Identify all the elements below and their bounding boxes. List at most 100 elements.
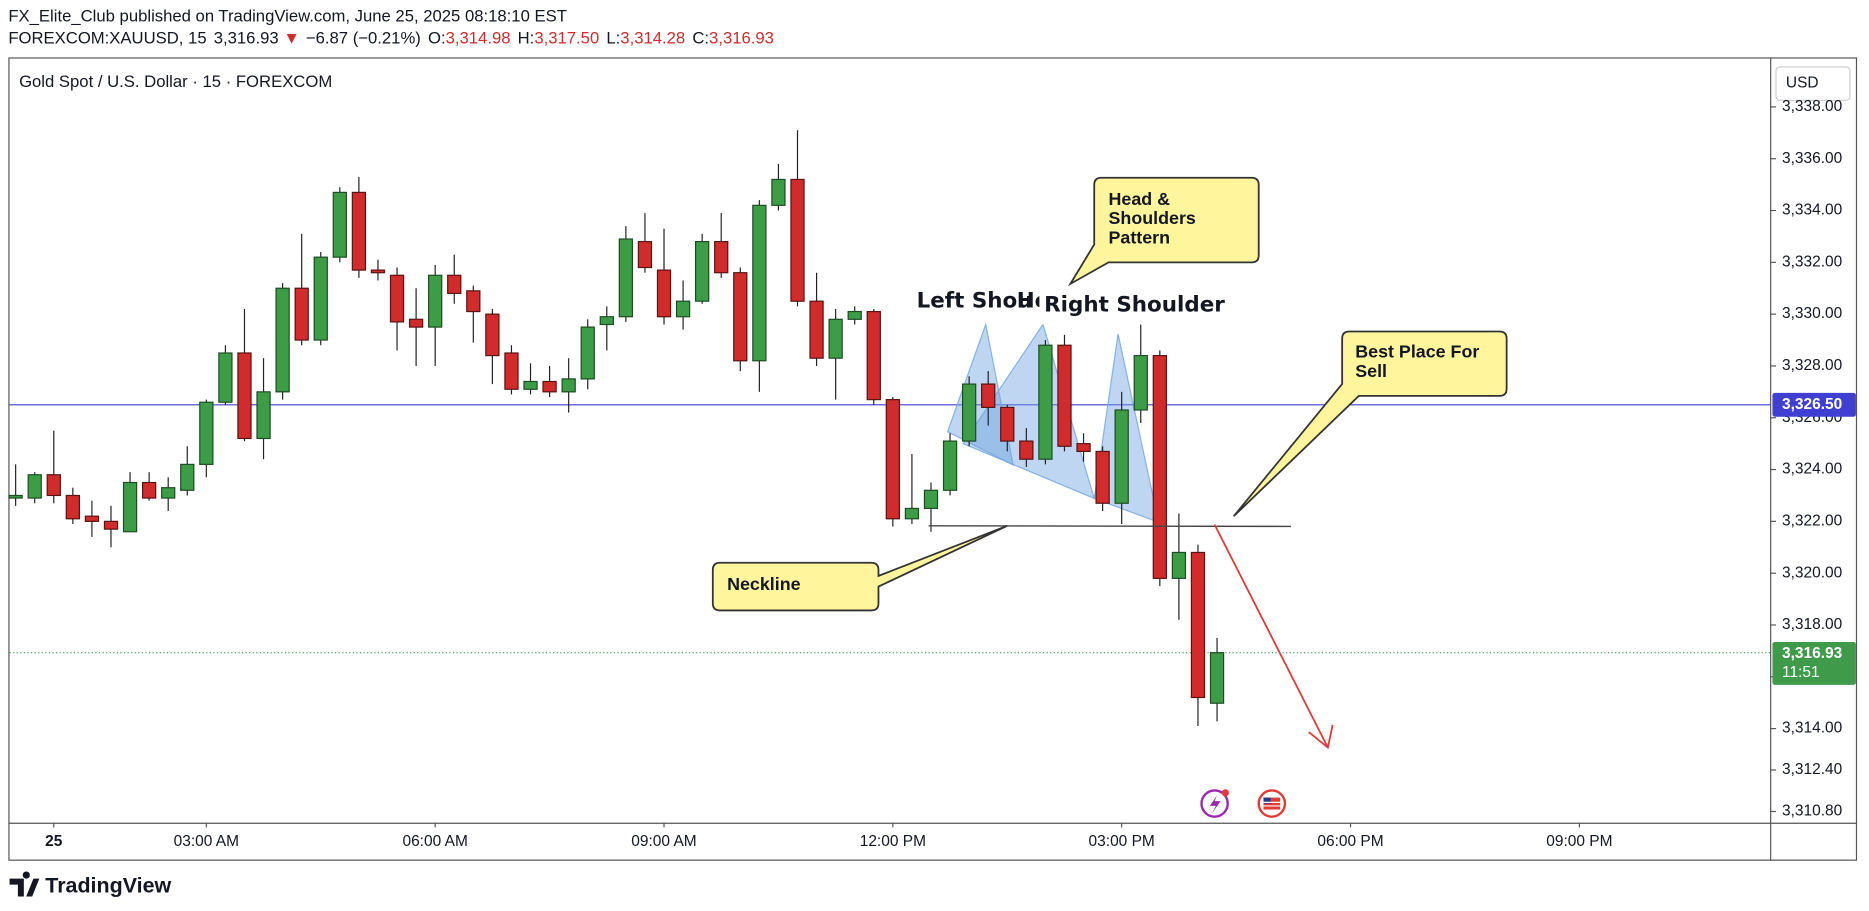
y-tick-label: 3,320.00 — [1782, 564, 1842, 581]
left-shoulder-label: Left Shou — [917, 289, 1033, 314]
candle-body — [466, 290, 481, 313]
last-price-label: 3,316.93 — [1782, 645, 1843, 662]
candle-body — [961, 383, 977, 442]
candle-body — [1095, 450, 1110, 504]
candle-body — [332, 191, 347, 258]
y-tick-label: 3,318.00 — [1782, 616, 1842, 633]
low-label: L: — [606, 29, 620, 48]
candle-body — [714, 241, 729, 274]
candle-body — [923, 489, 939, 510]
neckline — [928, 525, 1291, 528]
candle-body — [256, 391, 271, 440]
high-label: H: — [518, 29, 535, 48]
x-tick-label: 09:00 PM — [1546, 833, 1612, 850]
open-label: O: — [428, 29, 446, 48]
countdown: 11:51 — [1782, 664, 1820, 681]
candle-body — [1171, 551, 1187, 579]
candle-body — [1019, 440, 1034, 460]
candle-body — [370, 269, 386, 274]
publisher: FX_Elite_Club published on TradingView.c… — [8, 6, 567, 25]
arrow: ▼ — [283, 29, 300, 48]
flag — [1263, 797, 1281, 810]
change: −6.87 (−0.21%) — [306, 29, 421, 48]
y-tick-label: 3,336.00 — [1782, 150, 1842, 167]
candle-body — [942, 440, 958, 491]
candle-body — [695, 241, 710, 302]
y-tick-label: 3,328.00 — [1782, 357, 1842, 374]
label-background — [1039, 286, 1200, 325]
candle-body — [542, 380, 557, 393]
x-tick-label: 03:00 AM — [174, 833, 239, 850]
symbol: FOREXCOM:XAUUSD, 15 — [8, 29, 206, 48]
brand-logo — [9, 871, 40, 897]
high-value: 3,317.50 — [534, 29, 599, 48]
candle-body — [752, 204, 767, 362]
candle-body — [847, 310, 862, 320]
sell-text: Sell — [1355, 361, 1387, 381]
price: 3,316.93 — [214, 29, 279, 48]
flag-canton — [1263, 797, 1271, 804]
candle-body — [618, 238, 634, 318]
low-value: 3,314.28 — [620, 29, 685, 48]
candle-body — [1152, 354, 1167, 579]
candle-body — [161, 487, 176, 499]
candle-body — [485, 313, 500, 357]
event-dot — [1221, 789, 1229, 797]
symbol-line: FOREXCOM:XAUUSD, 15 3,316.93 ▼ −6.87 (−0.21… — [8, 29, 774, 48]
candle-body — [294, 287, 309, 341]
candle-body — [46, 474, 61, 497]
currency-button[interactable] — [1775, 66, 1851, 101]
candle-body — [313, 256, 328, 341]
last-price-box — [1772, 641, 1856, 685]
candle-body — [8, 494, 23, 499]
candle-body — [771, 178, 786, 206]
candle-body — [885, 399, 901, 520]
candle-body — [656, 269, 672, 318]
y-tick-label: 3,322.00 — [1782, 512, 1842, 529]
candle-body — [428, 274, 443, 328]
price-line-box — [1772, 392, 1856, 417]
pattern-text: Head & — [1109, 189, 1171, 209]
candle-body — [27, 474, 42, 499]
x-tick-label: 06:00 AM — [402, 833, 467, 850]
candle-body — [199, 401, 214, 465]
right-shoulder-label: Right Shoulder — [1044, 292, 1225, 317]
brand: TradingView — [45, 874, 171, 898]
candle-body — [103, 520, 119, 530]
currency: USD — [1786, 75, 1819, 92]
neckline-callout — [711, 524, 1008, 612]
y-tick-label: 3,324.00 — [1782, 461, 1842, 478]
candle-body — [828, 318, 843, 359]
arrow-head — [1308, 724, 1334, 750]
x-tick-label: 06:00 PM — [1317, 833, 1383, 850]
candle-body — [866, 310, 881, 401]
candle-body — [408, 318, 424, 328]
y-tick-label: 3,310.80 — [1782, 803, 1842, 820]
candle-body — [904, 507, 920, 520]
x-tick-label: 03:00 PM — [1089, 833, 1155, 850]
candle-body — [84, 515, 100, 522]
candle-body — [389, 274, 405, 323]
chart-title: Gold Spot / U.S. Dollar · 15 · FOREXCOM — [19, 72, 332, 91]
candle-body — [122, 481, 138, 533]
sell-callout — [1232, 330, 1508, 517]
candle-body — [1038, 344, 1053, 460]
candle-body — [523, 380, 538, 390]
neckline-text: Neckline — [727, 574, 801, 594]
candle-body — [141, 481, 157, 499]
event-icon-bolt — [1209, 795, 1221, 814]
candle-body — [180, 463, 195, 491]
y-tick-label: 3,330.00 — [1782, 305, 1842, 322]
close-label: C: — [692, 29, 709, 48]
candle-body — [1209, 652, 1225, 704]
candle-body — [1057, 344, 1072, 447]
x-tick-label: 09:00 AM — [631, 833, 696, 850]
candle-body — [218, 352, 233, 403]
sell-text: Best Place For — [1355, 342, 1479, 362]
close-value: 3,316.93 — [709, 29, 774, 48]
candle-body — [675, 300, 691, 318]
candle-body — [599, 316, 614, 326]
pattern-text: Pattern — [1109, 227, 1171, 247]
candle-body — [981, 383, 996, 408]
down-arrow — [1213, 524, 1329, 748]
